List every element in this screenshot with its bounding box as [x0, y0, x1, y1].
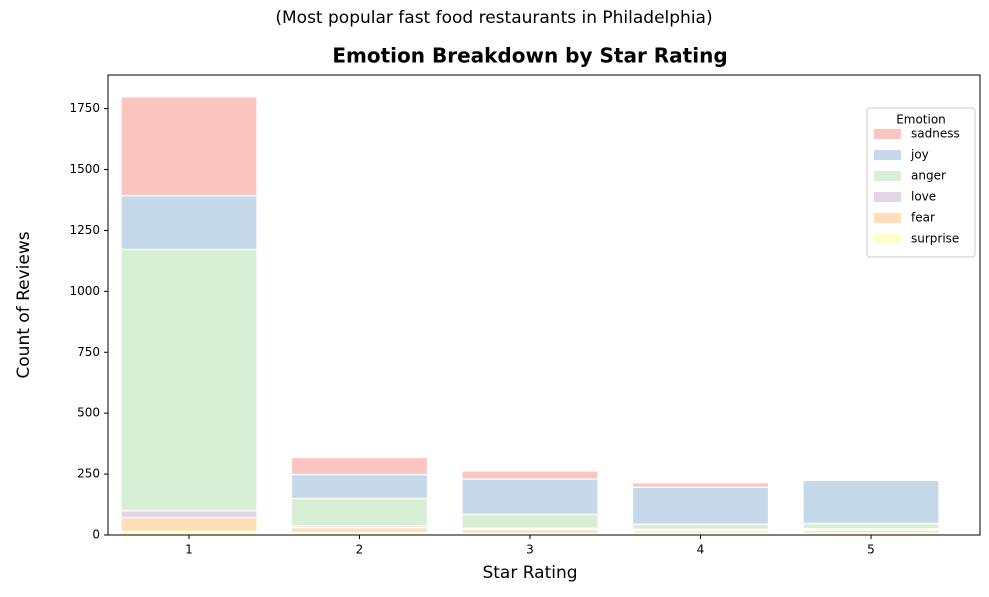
chart-title: Emotion Breakdown by Star Rating: [332, 44, 727, 68]
x-tick-label: 1: [185, 543, 193, 557]
x-tick-label: 5: [867, 543, 875, 557]
bar-segment: [462, 514, 598, 528]
bar-segment: [292, 498, 428, 525]
legend-swatch: [874, 150, 901, 160]
y-tick-label: 750: [77, 345, 100, 359]
bar-segment: [803, 480, 939, 523]
legend-swatch: [874, 234, 901, 244]
x-tick-label: 2: [356, 543, 364, 557]
x-tick-label: 4: [697, 543, 705, 557]
legend-label: anger: [911, 169, 946, 183]
y-axis-label: Count of Reviews: [14, 231, 34, 378]
bar-segment: [462, 471, 598, 479]
bar-segment: [292, 458, 428, 475]
y-tick-label: 1500: [69, 162, 100, 176]
legend-swatch: [874, 171, 901, 181]
y-tick-label: 1750: [69, 101, 100, 115]
y-tick-label: 500: [77, 406, 100, 420]
bar-segment: [121, 517, 257, 531]
y-tick-label: 1250: [69, 223, 100, 237]
legend-label: sadness: [911, 127, 960, 141]
bar-segment: [121, 97, 257, 196]
legend-swatch: [874, 192, 901, 202]
y-tick-label: 250: [77, 467, 100, 481]
bar-segment: [462, 479, 598, 514]
legend-label: surprise: [911, 232, 959, 246]
legend-swatch: [874, 129, 901, 139]
y-tick-label: 1000: [69, 284, 100, 298]
y-tick-label: 0: [92, 528, 100, 542]
bar-segment: [121, 249, 257, 510]
legend-swatch: [874, 213, 901, 223]
bar-segment: [292, 475, 428, 499]
bar-segment: [633, 487, 769, 524]
legend-label: fear: [911, 211, 935, 225]
bar-segment: [803, 524, 939, 529]
bar-segment: [633, 483, 769, 487]
suptitle: (Most popular fast food restaurants in P…: [275, 8, 712, 28]
legend-title: Emotion: [896, 113, 946, 127]
x-axis-label: Star Rating: [482, 563, 577, 583]
bar-segment: [292, 528, 428, 533]
legend-label: love: [911, 190, 936, 204]
bar-segment: [633, 524, 769, 529]
legend-label: joy: [910, 148, 929, 162]
x-tick-label: 3: [526, 543, 534, 557]
bar-segment: [121, 196, 257, 250]
bar-segment: [121, 511, 257, 518]
